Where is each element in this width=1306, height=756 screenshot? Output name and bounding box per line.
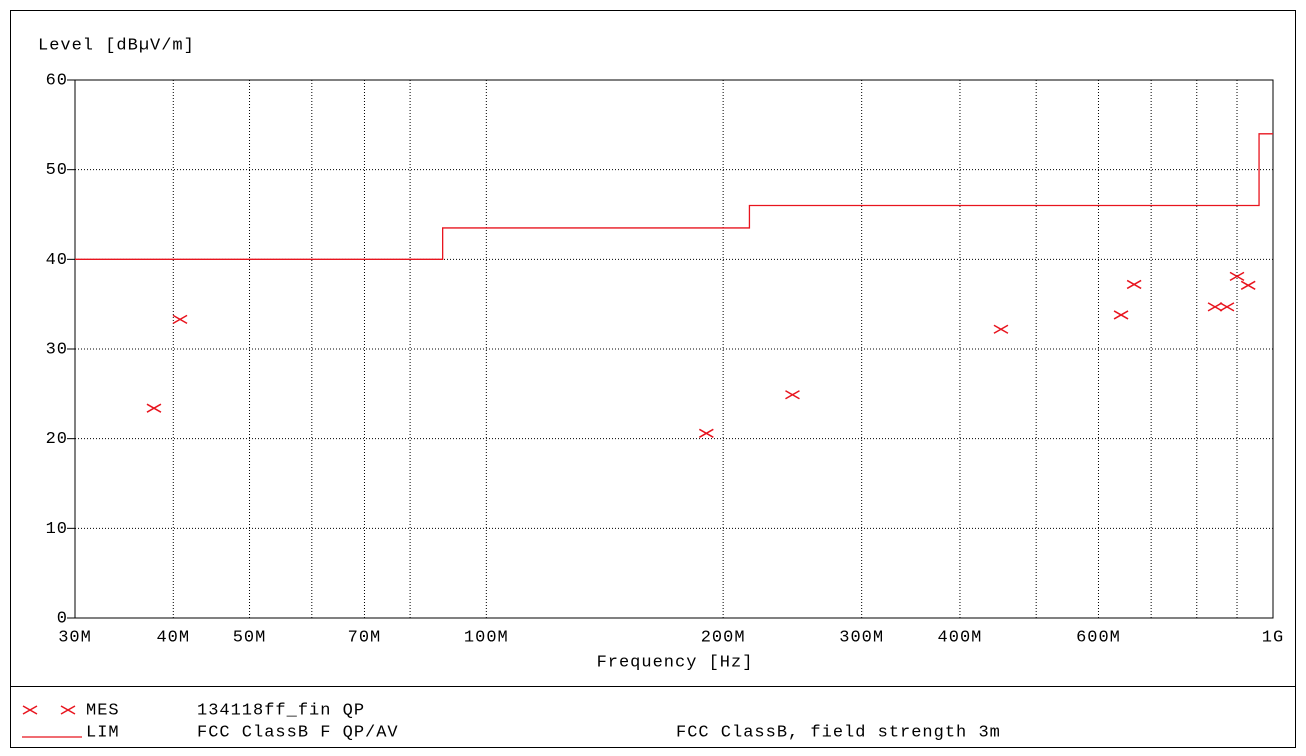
x-axis-label: Frequency [Hz] [597, 653, 754, 672]
plot-border [74, 79, 1274, 619]
marker [1240, 280, 1256, 290]
legend-marker [60, 705, 76, 715]
marker [1229, 271, 1245, 282]
y-tick-label: 50 [46, 161, 68, 180]
legend-name: LIM [86, 723, 120, 742]
marker [1126, 279, 1142, 290]
y-tick-label: 60 [46, 71, 68, 90]
x-tick-label: 300M [839, 628, 884, 647]
limit-line [75, 133, 1273, 260]
frame [10, 10, 1296, 748]
legend-marker [22, 705, 38, 715]
marker [1113, 310, 1129, 320]
x-tick-label: 40M [156, 628, 190, 647]
y-tick-label: 40 [46, 251, 68, 270]
x-tick-label: 200M [701, 628, 746, 647]
y-tick-label: 20 [46, 430, 68, 449]
y-tick-label: 10 [46, 520, 68, 539]
y-tick-label: 0 [57, 609, 68, 628]
x-tick-label: 70M [348, 628, 382, 647]
marker [698, 428, 714, 438]
x-tick-label: 30M [58, 628, 92, 647]
legend-name: MES [86, 701, 120, 720]
x-tick-label: 100M [464, 628, 509, 647]
legend-label: FCC ClassB F QP/AV [197, 723, 399, 742]
legend-label: 134118ff_fin QP [197, 701, 365, 720]
y-tick-label: 30 [46, 340, 68, 359]
y-axis-label: Level [dBµV/m] [38, 36, 195, 55]
marker [172, 314, 188, 325]
marker [1207, 302, 1223, 312]
x-tick-label: 600M [1076, 628, 1121, 647]
legend-note: FCC ClassB, field strength 3m [676, 723, 1001, 742]
marker [1219, 302, 1235, 312]
marker [785, 390, 800, 400]
x-tick-label: 1G [1262, 628, 1284, 647]
x-tick-label: 400M [938, 628, 983, 647]
x-tick-label: 50M [233, 628, 267, 647]
marker [993, 324, 1009, 334]
marker [146, 403, 162, 413]
